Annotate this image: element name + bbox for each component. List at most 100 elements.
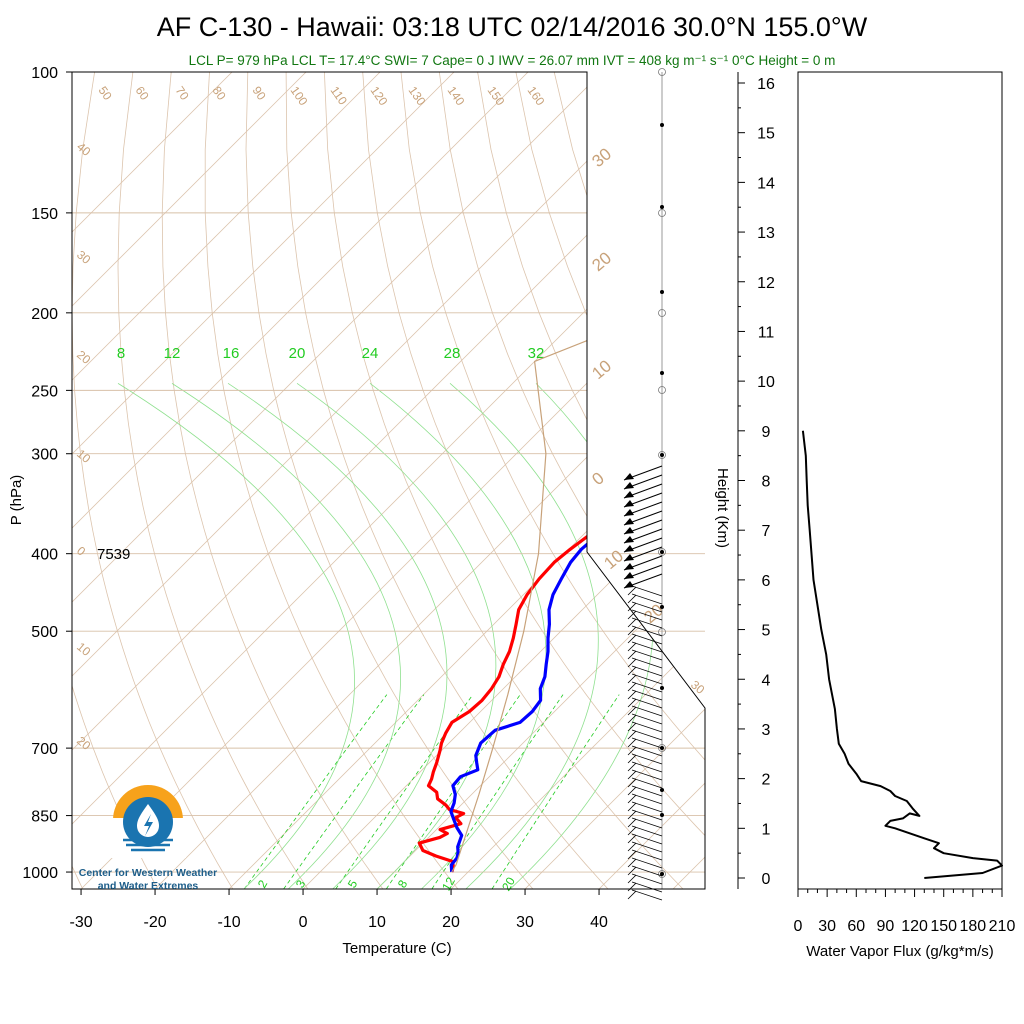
mixing-ratio-label: 32 (528, 345, 545, 362)
wind-barb-feather (627, 770, 637, 780)
wind-pennant (624, 509, 634, 516)
dry-adiabat-label: 50 (96, 84, 115, 103)
y-tick-label: 400 (31, 547, 58, 564)
dry-adiabat-label: 140 (445, 84, 468, 109)
wind-barb-feather (627, 610, 637, 620)
wind-barb (631, 657, 663, 669)
wind-pennant (624, 581, 634, 588)
wind-barb (631, 785, 663, 797)
series-line-parcel (451, 72, 705, 873)
isotherm-label: 20 (74, 348, 93, 368)
wind-barb-feather (627, 682, 637, 692)
wind-barb-feather (627, 778, 637, 788)
series-line-temperature (417, 458, 649, 873)
wind-pennant (624, 545, 634, 552)
wind-calm-circle (658, 68, 666, 76)
wind-pennant (624, 518, 634, 525)
wind-dot (660, 550, 664, 554)
y-tick-label: 150 (31, 206, 58, 223)
mixing-ratio-line (491, 694, 620, 889)
height-axis-label: Height (Km) (714, 468, 731, 548)
wind-barb (631, 633, 663, 645)
wind-barb (631, 881, 663, 893)
wind-barb-feather (627, 818, 637, 828)
wind-barb (631, 729, 663, 741)
height-tick-label: 9 (762, 424, 771, 441)
wind-barb-feather (627, 794, 637, 804)
isotherm-line (72, 72, 455, 889)
dry-adiabat-line (630, 72, 705, 889)
x-tick-label: -30 (69, 914, 92, 931)
x-tick-label: 20 (442, 914, 460, 931)
height-tick-label: 4 (762, 672, 771, 689)
mixing-ratio-bottom-label: 8 (395, 877, 411, 890)
mixing-ratio-line (431, 694, 564, 889)
wind-barb (631, 737, 663, 749)
y-tick-label: 1000 (22, 865, 58, 882)
dry-adiabat-line (553, 72, 705, 889)
wind-calm-circle (658, 386, 666, 394)
wind-barb-feather (627, 746, 637, 756)
wind-barb (631, 841, 663, 853)
wind-barb-feather (627, 626, 637, 636)
mixing-ratio-bottom-label: 12 (439, 874, 458, 893)
wind-barb-feather (627, 754, 637, 764)
logo-waves (123, 838, 173, 852)
isotherm-line (72, 72, 529, 889)
height-tick-label: 8 (762, 474, 771, 491)
wind-dot (660, 205, 664, 209)
x-axis-label: Temperature (C) (342, 940, 451, 957)
wind-barb-feather (627, 882, 637, 892)
flux-x-tick-label: 210 (989, 918, 1016, 935)
wind-barb-feather (627, 826, 637, 836)
skewt-diagram: 50 60 70 80 90 100 110 120 130 140 150 160403020100… (0, 65, 1024, 957)
dry-adiabat-line (438, 72, 705, 889)
wind-barb-feather (627, 658, 637, 668)
mixing-ratio-bottom-label: 2 (255, 877, 271, 890)
chart-subtitle: LCL P= 979 hPa LCL T= 17.4°C SWI= 7 Cape… (189, 53, 836, 68)
y-tick-label: 700 (31, 741, 58, 758)
x-tick-label: -20 (143, 914, 166, 931)
wind-dot (660, 371, 664, 375)
wind-barb-feather (627, 642, 637, 652)
mixing-ratio-label: 20 (289, 345, 306, 362)
wind-pennant (624, 554, 634, 561)
x-tick-label: 40 (590, 914, 608, 931)
wind-dot (660, 605, 664, 609)
isotherm-line (72, 72, 705, 889)
dry-adiabat-line (161, 72, 384, 889)
wind-dot (660, 872, 664, 876)
logo-text-line2: and Water Extremes (98, 880, 199, 892)
isotherm-line (72, 72, 603, 889)
x-tick-label: 10 (368, 914, 386, 931)
wind-barb-feather (627, 722, 637, 732)
wind-calm-circle (658, 209, 666, 217)
dry-adiabat-line (0, 72, 8, 889)
wind-barb-feather (627, 738, 637, 748)
height-tick-label: 5 (762, 623, 771, 640)
dry-adiabat-line (117, 72, 309, 889)
flux-series-line (801, 430, 1003, 879)
height-tick-label: 15 (757, 126, 775, 143)
x-tick-label: 0 (299, 914, 308, 931)
mixing-ratio-label: 28 (444, 345, 461, 362)
wind-dot (660, 813, 664, 817)
wind-barb-feather (627, 858, 637, 868)
annotation-7539: 7539 (97, 546, 130, 563)
flux-x-tick-label: 180 (960, 918, 987, 935)
dry-adiabat-line (822, 72, 1024, 889)
wind-barb (631, 585, 663, 597)
height-tick-label: 12 (757, 275, 775, 292)
wind-barb-feather (627, 714, 637, 724)
height-tick-label: 14 (757, 175, 775, 192)
mixing-ratio-line (243, 694, 388, 889)
isotherm-label: 20 (74, 734, 93, 754)
height-tick-label: 2 (762, 772, 771, 789)
wind-barb-feather (627, 666, 637, 676)
wind-dot (660, 788, 664, 792)
flux-frame (797, 71, 1003, 890)
skewt-frame (71, 71, 706, 890)
isotherm-label: 30 (74, 248, 93, 268)
height-tick-label: 3 (762, 722, 771, 739)
